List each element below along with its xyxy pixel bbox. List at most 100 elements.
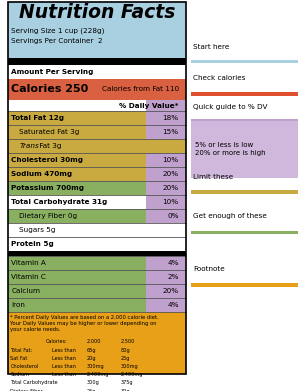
Text: 300mg: 300mg	[87, 364, 104, 369]
Text: 375g: 375g	[121, 380, 134, 386]
Text: 20%: 20%	[163, 288, 179, 294]
Bar	[8, 2, 185, 57]
Text: Less than: Less than	[52, 364, 76, 369]
Text: Trans: Trans	[19, 143, 39, 149]
Bar	[146, 100, 185, 111]
Text: 25g: 25g	[87, 389, 96, 391]
Text: 15%: 15%	[163, 129, 179, 135]
Bar	[191, 92, 298, 96]
Text: Total Fat 12g: Total Fat 12g	[11, 115, 64, 121]
Text: Footnote: Footnote	[194, 266, 225, 272]
Bar	[8, 195, 146, 209]
Text: Vitamin A: Vitamin A	[11, 260, 46, 266]
Bar	[8, 271, 146, 284]
Text: 18%: 18%	[163, 115, 179, 121]
Text: Less than: Less than	[52, 348, 76, 353]
Bar	[8, 2, 185, 374]
Text: Potassium 700mg: Potassium 700mg	[11, 185, 84, 191]
Bar	[146, 111, 185, 126]
Text: Quick guide to % DV: Quick guide to % DV	[194, 104, 268, 109]
Text: Amount Per Serving: Amount Per Serving	[11, 69, 94, 75]
Bar	[8, 65, 185, 79]
Text: Serving Size 1 cup (228g): Serving Size 1 cup (228g)	[11, 28, 105, 34]
Text: Calcium: Calcium	[11, 288, 40, 294]
Text: Iron: Iron	[11, 302, 25, 308]
Text: Fat 3g: Fat 3g	[37, 143, 61, 149]
Bar	[8, 57, 185, 65]
Text: Vitamin C: Vitamin C	[11, 274, 46, 280]
Bar	[8, 111, 146, 126]
Text: 4%: 4%	[167, 302, 179, 308]
Text: Dietary Fiber: Dietary Fiber	[11, 389, 43, 391]
Text: 2%: 2%	[167, 274, 179, 280]
Text: Total Carbohydrate: Total Carbohydrate	[11, 380, 58, 386]
Text: Cholesterol 30mg: Cholesterol 30mg	[11, 157, 83, 163]
Bar	[8, 223, 146, 237]
Text: 30g: 30g	[121, 389, 130, 391]
Text: Saturated Fat 3g: Saturated Fat 3g	[19, 129, 80, 135]
Bar	[146, 167, 185, 181]
Text: 300g: 300g	[87, 380, 100, 386]
Bar	[191, 119, 298, 123]
Text: Limit these: Limit these	[194, 174, 234, 179]
Bar	[8, 100, 146, 111]
Bar	[146, 237, 185, 251]
Text: % Daily Value*: % Daily Value*	[119, 103, 179, 109]
Bar	[8, 237, 146, 251]
Bar	[146, 153, 185, 167]
Bar	[146, 195, 185, 209]
Bar	[146, 139, 185, 153]
Bar	[8, 167, 146, 181]
Bar	[191, 283, 298, 287]
Bar	[146, 284, 185, 298]
Text: Sodium: Sodium	[11, 372, 29, 377]
Text: Calories 250: Calories 250	[11, 84, 89, 94]
Text: Sugars 5g: Sugars 5g	[19, 227, 56, 233]
Text: Calories:: Calories:	[46, 339, 68, 344]
Bar	[146, 271, 185, 284]
Text: Less than: Less than	[52, 356, 76, 361]
Text: Less than: Less than	[52, 372, 76, 377]
Bar	[146, 209, 185, 223]
Text: 2,000: 2,000	[87, 339, 101, 344]
Text: 2,500: 2,500	[121, 339, 135, 344]
Bar	[191, 59, 298, 63]
Bar	[8, 298, 146, 312]
Bar	[8, 181, 146, 195]
Text: Nutrition Facts: Nutrition Facts	[19, 3, 175, 22]
Bar	[146, 181, 185, 195]
Bar	[146, 126, 185, 139]
Text: Servings Per Container  2: Servings Per Container 2	[11, 38, 103, 45]
Bar	[8, 312, 185, 374]
Bar	[146, 298, 185, 312]
Bar	[8, 79, 185, 100]
Text: 10%: 10%	[163, 157, 179, 163]
Bar	[146, 256, 185, 271]
Text: 2,400mg: 2,400mg	[87, 372, 109, 377]
Bar	[8, 251, 185, 256]
Text: 10%: 10%	[163, 199, 179, 205]
Bar	[146, 223, 185, 237]
Text: 0%: 0%	[167, 213, 179, 219]
Text: Total Fat:: Total Fat:	[11, 348, 33, 353]
Bar	[8, 2, 185, 374]
Text: Sat Fat: Sat Fat	[11, 356, 28, 361]
Text: Check calories: Check calories	[194, 75, 246, 81]
Text: * Percent Daily Values are based on a 2,000 calorie diet.
Your Daily Values may : * Percent Daily Values are based on a 2,…	[11, 315, 159, 332]
Bar	[8, 256, 146, 271]
Bar	[191, 121, 298, 178]
Text: Get enough of these: Get enough of these	[194, 213, 267, 219]
Bar	[8, 139, 146, 153]
Bar	[8, 153, 146, 167]
Text: Cholesterol: Cholesterol	[11, 364, 39, 369]
Bar	[8, 209, 146, 223]
Bar	[8, 126, 146, 139]
Bar	[191, 231, 298, 234]
Text: Dietary Fiber 0g: Dietary Fiber 0g	[19, 213, 77, 219]
Text: 4%: 4%	[167, 260, 179, 266]
Bar	[8, 284, 146, 298]
Text: 80g: 80g	[121, 348, 130, 353]
Text: 25g: 25g	[121, 356, 130, 361]
Text: 5% or less is low
20% or more is high: 5% or less is low 20% or more is high	[195, 142, 266, 156]
Text: Total Carbohydrate 31g: Total Carbohydrate 31g	[11, 199, 108, 205]
